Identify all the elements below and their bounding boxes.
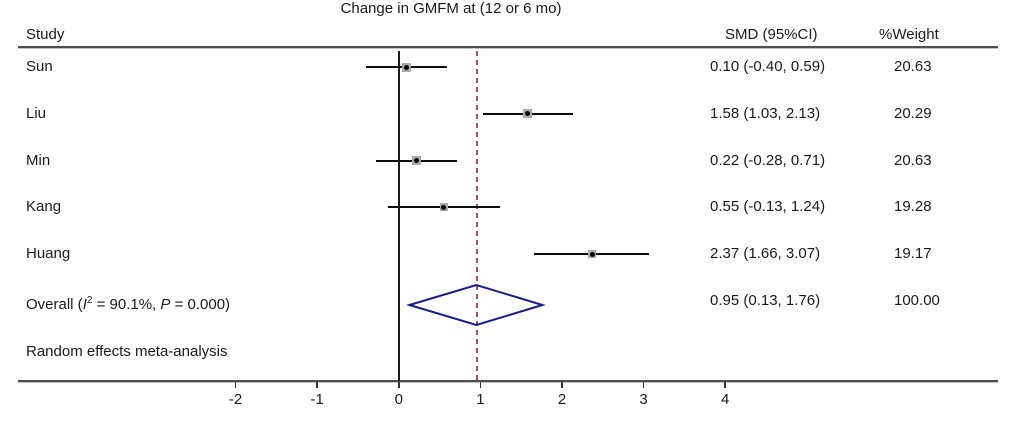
axis-tick-label: 4 [721,391,730,408]
overall-label-part: = 90.1%, [92,296,161,313]
overall-label-part: = 0.000) [170,296,231,313]
axis-tick [479,382,482,388]
weight-value: 20.63 [894,58,932,75]
smd-value: 1.58 (1.03, 2.13) [710,104,821,122]
overall-label-part: 2 [86,295,93,306]
weight-value: 20.29 [894,104,932,122]
overall-label-part: P [160,296,171,313]
point-marker [441,204,447,210]
column-header-study: Study [26,26,65,43]
axis-tick [398,382,400,388]
chart-title: Change in GMFM at (12 or 6 mo) [340,0,562,17]
point-marker [589,251,595,257]
point-marker [525,111,531,117]
zero-reference-line [398,51,400,381]
axis-tick [561,382,563,388]
axis-tick-label: 0 [394,391,403,408]
axis-tick [724,382,726,388]
point-marker [404,64,410,70]
weight-value: 19.28 [894,198,932,216]
header-divider-line [18,46,998,48]
axis-tick-label: -2 [228,391,243,408]
axis-tick [234,382,237,388]
study-label: Kang [26,198,62,216]
smd-value: 0.55 (-0.13, 1.24) [710,198,826,216]
x-axis-line [18,380,998,382]
weight-value: 19.17 [894,245,932,262]
model-note: Random effects meta-analysis [26,343,228,360]
axis-tick-label: 2 [557,391,567,408]
smd-value: 2.37 (1.66, 3.07) [710,245,821,262]
overall-smd-value: 0.95 (0.13, 1.76) [710,292,821,309]
overall-estimate-dashed-line [476,51,478,381]
axis-tick-label: 3 [639,391,648,408]
study-label: Sun [26,58,53,75]
overall-label-part: I [82,296,87,313]
weight-value: 20.63 [894,151,932,169]
point-marker [414,158,420,163]
axis-tick-label: 1 [476,391,485,408]
study-label: Huang [26,245,71,262]
smd-value: 0.22 (-0.28, 0.71) [710,151,826,169]
axis-tick [642,382,645,388]
study-label: Liu [26,104,47,122]
overall-weight-value: 100.00 [894,292,940,309]
axis-tick-label: -1 [310,391,324,408]
smd-value: 0.10 (-0.40, 0.59) [710,58,826,75]
column-header-smd: SMD (95%CI) [725,26,818,43]
axis-tick [316,382,318,388]
overall-label: Overall (I2 = 90.1%, P = 0.000) [26,292,230,314]
column-header-weight: %Weight [879,26,939,43]
overall-label-part: Overall ( [26,296,83,313]
study-label: Min [26,151,51,169]
